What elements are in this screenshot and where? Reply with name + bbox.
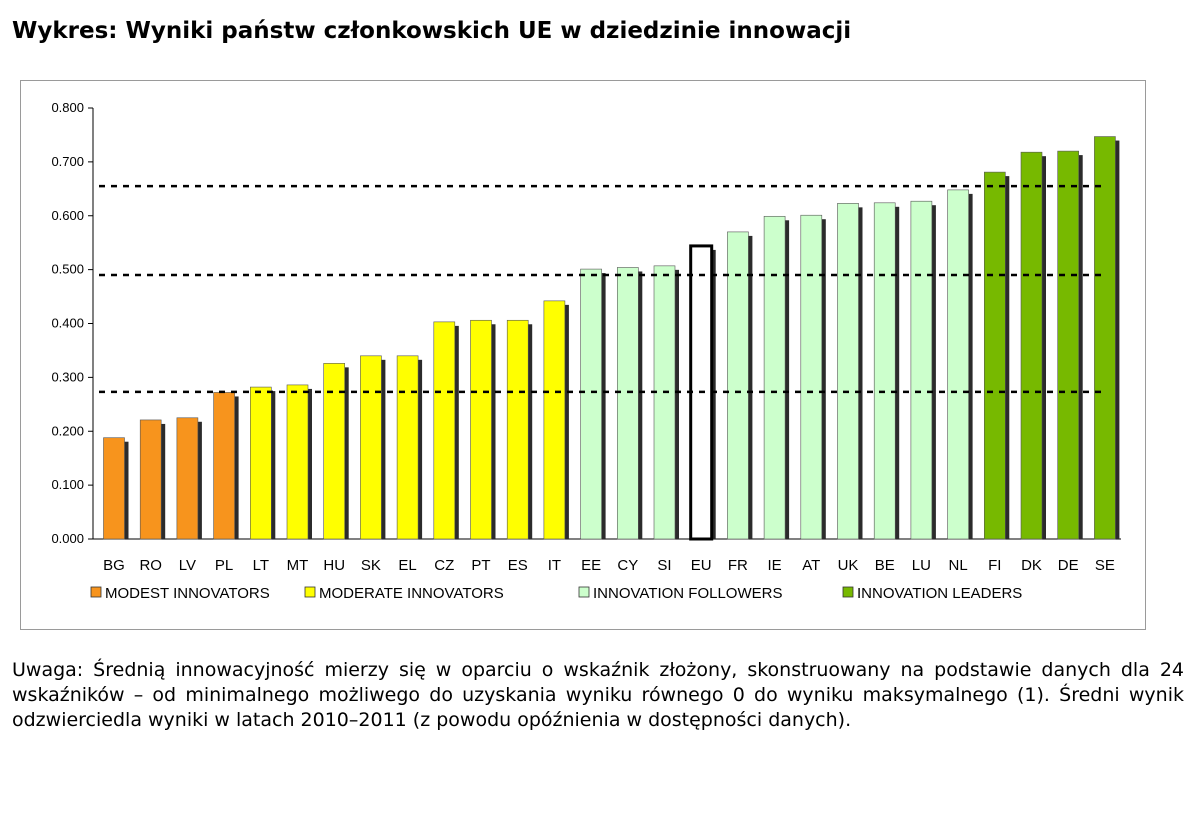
x-tick-label: PT (471, 557, 490, 574)
x-tick-label: BE (875, 557, 895, 574)
x-tick-label: UK (838, 557, 859, 574)
x-tick-label: CY (617, 557, 638, 574)
bar-cy (616, 267, 639, 540)
bar-fr (727, 231, 749, 540)
y-tick-label: 0.700 (51, 154, 84, 169)
bar-be (873, 202, 896, 540)
bar-hu (323, 363, 346, 540)
y-tick-label: 0.600 (51, 208, 84, 223)
bar-de (1057, 150, 1079, 540)
y-tick-label: 0.400 (51, 316, 84, 331)
x-tick-label: SI (657, 557, 671, 574)
bar-uk (837, 203, 859, 540)
x-tick-label: SK (361, 557, 381, 574)
bar-cz (433, 321, 456, 540)
x-tick-label: EU (691, 557, 712, 574)
bar-el (396, 355, 419, 540)
x-tick-label: AT (802, 557, 820, 574)
x-tick-label: DE (1058, 557, 1079, 574)
y-tick-label: 0.500 (51, 262, 84, 277)
bar-nl (947, 189, 969, 540)
x-tick-label: LV (179, 557, 196, 574)
chart-frame: 0.000 0.100 0.200 0.300 0.400 0.500 0.600 0.700… (20, 80, 1146, 630)
bar-se (1094, 136, 1116, 540)
y-tick-label: 0.300 (51, 369, 84, 384)
bar-ie (763, 215, 786, 540)
bar-bg (103, 437, 125, 540)
legend-swatch-moderate (304, 586, 316, 598)
chart-title: Wykres: Wyniki państw członkowskich UE w… (12, 18, 852, 44)
bar-pl (213, 392, 235, 540)
x-tick-label: HU (323, 557, 345, 574)
bar-ee (580, 268, 602, 540)
legend-swatch-followers (578, 586, 590, 598)
bar-lv (176, 417, 199, 540)
legend-swatch-leaders (842, 586, 854, 598)
bar-lt (250, 386, 272, 540)
y-tick-label: 0.800 (51, 100, 84, 115)
legend-label-modest: MODEST INNOVATORS (105, 585, 270, 602)
x-tick-label: IT (548, 557, 561, 574)
x-tick-label: LU (912, 557, 931, 574)
x-tick-label: FR (728, 557, 748, 574)
legend-label-leaders: INNOVATION LEADERS (857, 585, 1022, 602)
x-tick-label: MT (287, 557, 309, 574)
y-tick-label: 0.200 (51, 423, 84, 438)
x-tick-label: RO (139, 557, 162, 574)
x-tick-label: DK (1021, 557, 1042, 574)
bar-fi (983, 171, 1006, 540)
x-tick-label: FI (988, 557, 1001, 574)
legend-label-followers: INNOVATION FOLLOWERS (593, 585, 782, 602)
legend-label-moderate: MODERATE INNOVATORS (319, 585, 504, 602)
y-tick-label: 0.000 (51, 531, 84, 546)
x-tick-label: NL (949, 557, 968, 574)
x-tick-label: ES (508, 557, 528, 574)
x-tick-label: CZ (434, 557, 454, 574)
x-tick-label: EE (581, 557, 601, 574)
bar-dk (1020, 151, 1043, 540)
x-tick-label: IE (768, 557, 782, 574)
bar-mt (286, 384, 309, 540)
x-tick-label: SE (1095, 557, 1115, 574)
bar-chart: 0.000 0.100 0.200 0.300 0.400 0.500 0.600 0.700… (51, 100, 1121, 602)
x-tick-label: LT (253, 557, 269, 574)
x-tick-label: BG (103, 557, 125, 574)
x-tick-label: EL (398, 557, 416, 574)
bar-at (800, 214, 823, 540)
bar-pt (470, 319, 492, 540)
chart-note: Uwaga: Średnią innowacyjność mierzy się … (12, 659, 1184, 731)
bar-lu (910, 200, 933, 540)
y-tick-label: 0.100 (51, 477, 84, 492)
x-tick-label: PL (215, 557, 233, 574)
bar-si (653, 265, 676, 540)
bar-sk (360, 355, 382, 540)
bar-es (506, 319, 529, 540)
legend-swatch-modest (90, 586, 102, 598)
bar-it (543, 300, 566, 540)
bar-ro (139, 419, 162, 540)
